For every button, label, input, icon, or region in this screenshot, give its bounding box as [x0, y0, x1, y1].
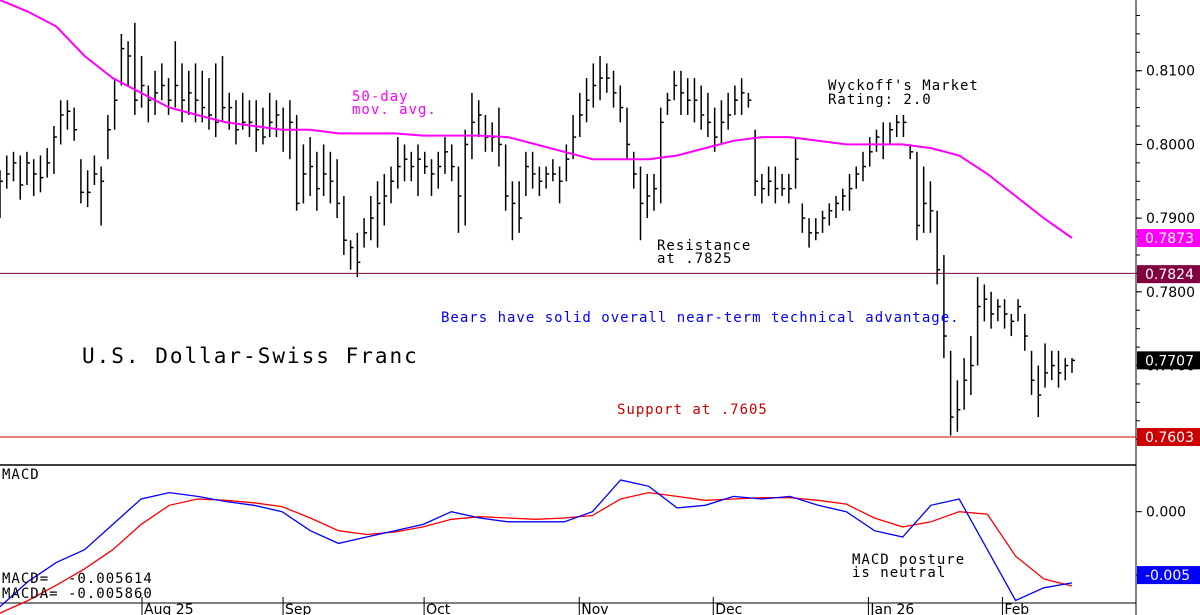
x-tick-label: Aug 25 [144, 602, 194, 615]
price-tags: 0.7873 0.7824 0.7707 0.7603 -0.005 [1137, 229, 1200, 585]
x-tick-label: Sep [285, 602, 312, 615]
x-tick-label: Oct [426, 602, 451, 615]
macd-line [0, 479, 1073, 608]
rating-label-line1: Wyckoff's Market [828, 78, 979, 94]
price-tick-label: 0.7900 [1146, 211, 1195, 227]
ma-50-line [0, 0, 1073, 239]
x-tick-label: Dec [715, 602, 742, 615]
price-tag-label: 0.7873 [1145, 231, 1194, 247]
price-tag-box [1137, 566, 1200, 585]
resistance-label-line1: Resistance [657, 238, 751, 254]
macd-panel-label: MACD [2, 467, 40, 483]
macd-posture-line1: MACD posture [852, 552, 965, 568]
macd-posture-line2: is neutral [852, 565, 946, 581]
x-tick-label: Nov [581, 602, 608, 615]
macda-value: MACDA= -0.005860 [2, 586, 153, 602]
resistance-label-line2: at .7825 [657, 251, 732, 267]
price-tag-box [1137, 229, 1200, 248]
bears-annotation: Bears have solid overall near-term techn… [441, 310, 960, 326]
x-tick-label: Feb [1004, 602, 1029, 615]
price-tag-box [1137, 265, 1200, 284]
price-tag-box [1137, 351, 1200, 370]
rating-label-line2: Rating: 2.0 [828, 92, 932, 108]
ohlc-bars [0, 22, 1075, 436]
x-axis-ticks: Aug 25 Sep Oct Nov Dec Jan 26 Feb [141, 597, 1029, 615]
price-tag-label: 0.7824 [1145, 267, 1194, 283]
price-tag-label: 0.7707 [1145, 353, 1194, 369]
price-tick-label: 0.8000 [1146, 137, 1195, 153]
price-tag-label: -0.005 [1145, 568, 1190, 584]
macda-line [0, 491, 1073, 614]
chart-title: U.S. Dollar-Swiss Franc [82, 344, 419, 368]
macd-value: MACD= -0.005614 [2, 571, 153, 587]
price-tag-label: 0.7603 [1145, 430, 1194, 446]
ma-label-line2: mov. avg. [352, 102, 437, 118]
macd-tick-label: 0.000 [1146, 505, 1186, 521]
x-tick-label: Jan 26 [869, 602, 914, 615]
support-label: Support at .7605 [617, 402, 768, 418]
price-tick-label: 0.8100 [1146, 64, 1195, 80]
ma-label-line1: 50-day [352, 89, 409, 105]
price-tag-box [1137, 427, 1200, 446]
price-tick-label: 0.7800 [1146, 285, 1195, 301]
